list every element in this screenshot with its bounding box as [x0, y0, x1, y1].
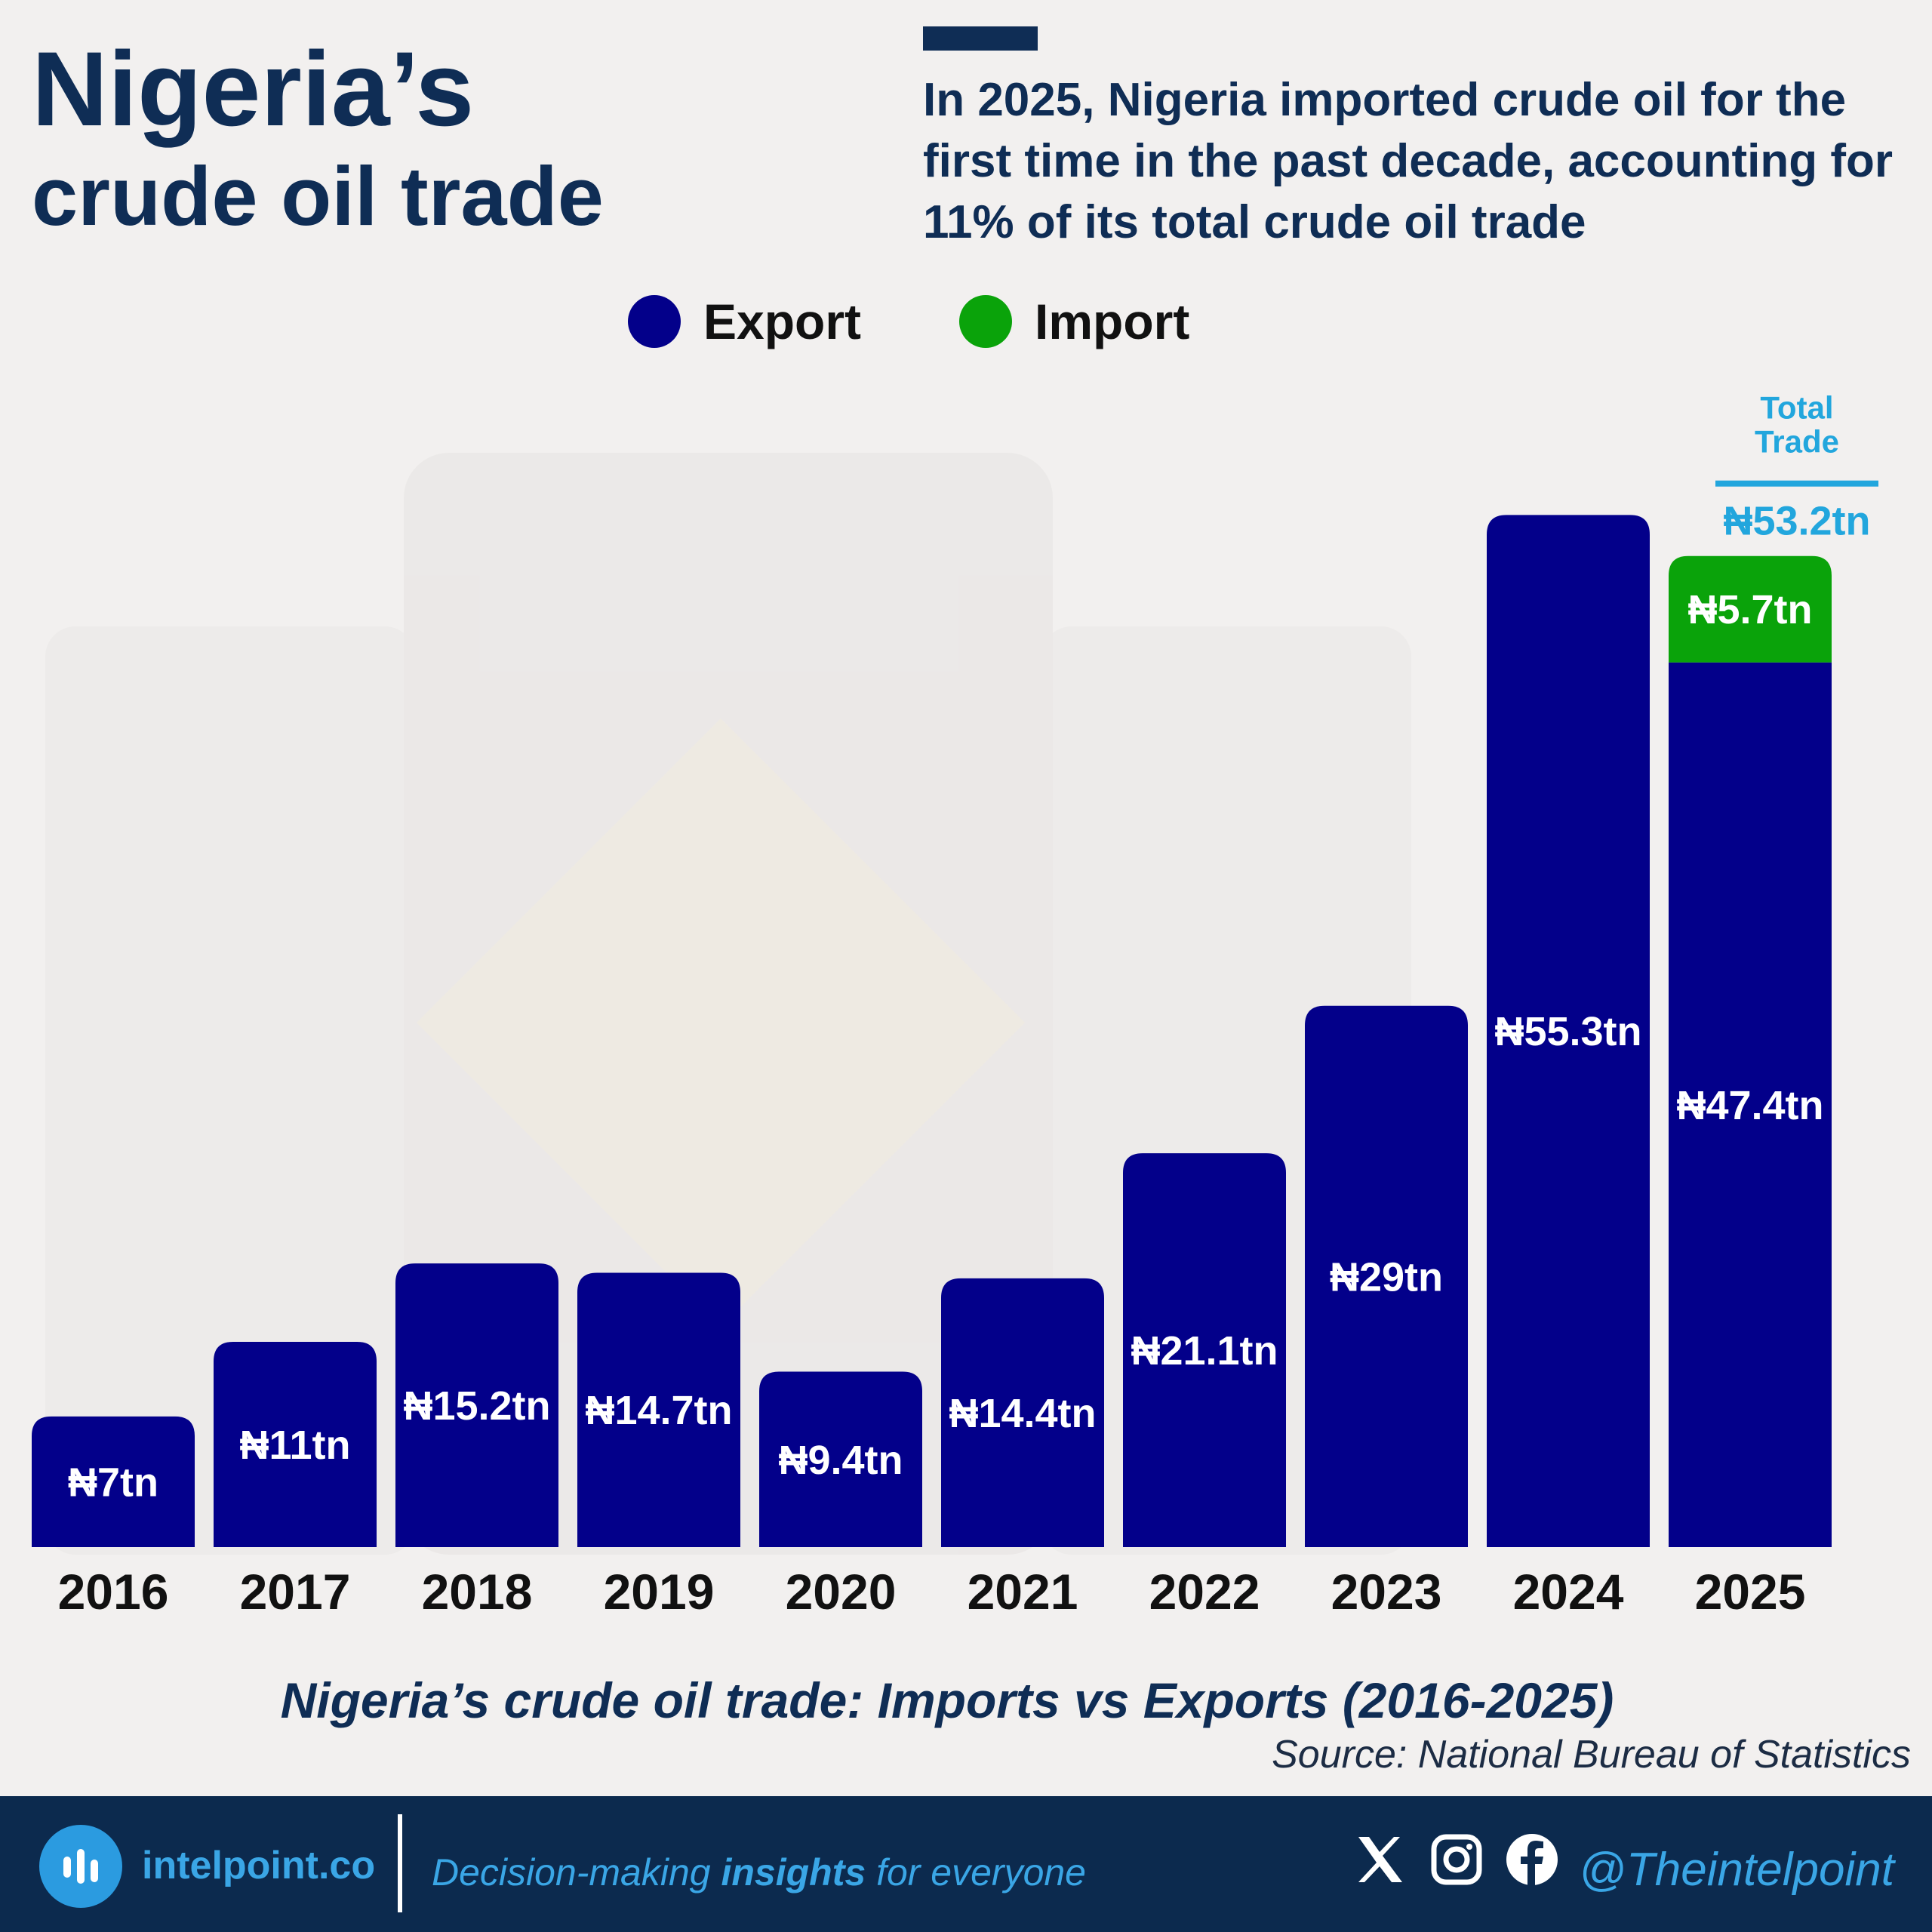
data-label-export-2025: ₦47.4tn: [1676, 1083, 1823, 1128]
data-label-import-2025: ₦5.7tn: [1687, 587, 1812, 632]
data-label-export-2017: ₦11tn: [239, 1423, 350, 1468]
bar-export-2019: [577, 1272, 740, 1547]
legend-swatch-export: [628, 295, 681, 348]
data-label-export-2023: ₦29tn: [1330, 1254, 1443, 1300]
brand-link[interactable]: intelpoint.co: [142, 1844, 376, 1887]
bar-export-2018: [395, 1263, 558, 1547]
tick-label-2019: 2019: [604, 1564, 715, 1620]
bar-export-2023: [1305, 1005, 1468, 1547]
legend: Export Import: [628, 291, 1287, 352]
tagline-pre: Decision-making: [432, 1851, 721, 1894]
source-note: Source: National Bureau of Statistics: [1272, 1733, 1911, 1777]
bar-export-2020: [759, 1371, 922, 1547]
bar-export-2017: [214, 1341, 377, 1547]
bar-export-2022: [1123, 1153, 1286, 1547]
title-line-1: Nigeria’s: [32, 29, 475, 148]
legend-label-export: Export: [703, 294, 862, 349]
tick-label-2021: 2021: [968, 1564, 1078, 1620]
footer-divider: [398, 1814, 402, 1912]
chart-caption: Nigeria’s crude oil trade: Imports vs Ex…: [280, 1672, 1614, 1728]
data-label-export-2019: ₦14.7tn: [585, 1388, 732, 1433]
logo-icon: [39, 1825, 122, 1908]
legend-item-import: Import: [959, 293, 1189, 350]
social-handle[interactable]: @Theintelpoint: [1579, 1844, 1894, 1896]
legend-item-export: Export: [628, 293, 861, 350]
data-label-export-2024: ₦55.3tn: [1494, 1009, 1641, 1054]
bar-export-2025: [1669, 662, 1832, 1547]
tick-label-2018: 2018: [422, 1564, 533, 1620]
tick-label-2020: 2020: [786, 1564, 897, 1620]
data-label-export-2021: ₦14.4tn: [949, 1391, 1096, 1436]
total-trade-heading-1: Total: [1760, 390, 1833, 426]
x-icon[interactable]: [1349, 1829, 1410, 1890]
summary-text: In 2025, Nigeria imported crude oil for …: [923, 74, 1893, 248]
data-label-export-2018: ₦15.2tn: [403, 1383, 550, 1429]
tick-label-2023: 2023: [1331, 1564, 1442, 1620]
tick-label-2024: 2024: [1513, 1564, 1624, 1620]
tick-label-2025: 2025: [1695, 1564, 1806, 1620]
legend-label-import: Import: [1035, 294, 1190, 349]
footer: intelpoint.co Decision-making insights f…: [0, 1796, 1932, 1932]
bar-export-2024: [1487, 515, 1650, 1547]
page-title: Nigeria’s crude oil trade: [32, 36, 604, 238]
tick-label-2016: 2016: [58, 1564, 169, 1620]
title-line-2: crude oil trade: [32, 150, 604, 243]
total-trade-heading-2: Trade: [1755, 424, 1839, 460]
tick-label-2022: 2022: [1149, 1564, 1260, 1620]
instagram-icon[interactable]: [1426, 1829, 1487, 1890]
tagline: Decision-making insights for everyone: [432, 1850, 1086, 1894]
bar-import-2025: [1669, 555, 1832, 663]
tagline-bold: insights: [721, 1851, 866, 1894]
data-label-export-2020: ₦9.4tn: [778, 1438, 903, 1483]
total-trade-rule: [1715, 480, 1878, 487]
data-label-export-2022: ₦21.1tn: [1131, 1328, 1278, 1374]
tagline-post: for everyone: [866, 1851, 1086, 1894]
tick-label-2017: 2017: [240, 1564, 351, 1620]
bar-export-2016: [32, 1416, 195, 1547]
bar-chart: ₦7tn 2016 ₦11tn 2017 ₦15.2tn 2018 ₦14.7tn 2019 ₦…: [32, 390, 1878, 1620]
facebook-icon[interactable]: [1502, 1829, 1562, 1890]
legend-swatch-import: [959, 295, 1013, 348]
data-label-export-2016: ₦7tn: [68, 1460, 158, 1505]
total-trade-value: ₦53.2tn: [1723, 499, 1870, 544]
bar-export-2021: [941, 1278, 1104, 1547]
accent-bar: [923, 26, 1038, 51]
